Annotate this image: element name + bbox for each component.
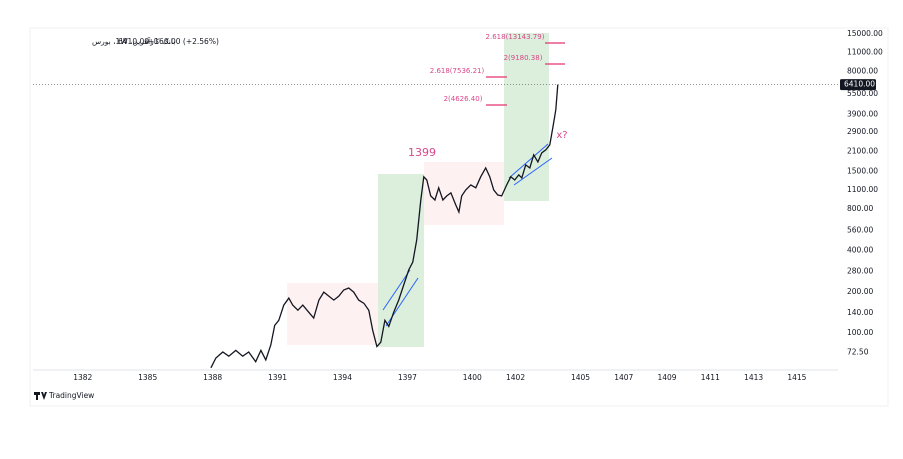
annotation: 2.618(13143.79): [486, 33, 545, 41]
fib-levels: [486, 42, 565, 106]
last-price-label: 6410.00: [844, 80, 875, 89]
x-tick-label: 1411: [701, 373, 720, 382]
annotation: 1399: [408, 146, 436, 159]
zone: [378, 174, 424, 347]
x-tick-label: 1407: [614, 373, 633, 382]
frame: [29, 27, 889, 407]
y-tick-label: 200.00: [847, 287, 873, 296]
zone: [504, 33, 549, 201]
y-tick-label: 100.00: [847, 328, 873, 337]
symbol: بانک کارآفرین، 1W، بورس: [92, 36, 175, 46]
y-tick-label: 280.00: [847, 267, 873, 276]
y-tick-label: 3900.00: [847, 109, 878, 118]
x-tick-label: 1382: [73, 373, 92, 382]
x-tick-label: 1415: [787, 373, 806, 382]
y-tick-label: 8000.00: [847, 66, 878, 75]
annotation: x?: [556, 130, 567, 141]
y-tick-label: 15000.00: [847, 29, 883, 38]
last-price: 6410.00: [118, 37, 149, 46]
annotation: 2(4626.40): [444, 95, 483, 103]
y-tick-label: 2100.00: [847, 146, 878, 155]
y-tick-label: 11000.00: [847, 47, 883, 56]
y-tick-label: 2900.00: [847, 127, 878, 136]
x-tick-label: 1413: [744, 373, 763, 382]
y-tick-label: 5500.00: [847, 89, 878, 98]
brand: TradingView: [48, 391, 94, 400]
y-tick-label: 800.00: [847, 204, 873, 213]
annotation: 2.618(7536.21): [430, 67, 485, 75]
y-tick-label: 560.00: [847, 225, 873, 234]
y-tick-label: 140.00: [847, 308, 873, 317]
x-tick-label: 1400: [463, 373, 482, 382]
y-tick-label: 72.50: [847, 347, 869, 356]
zone: [287, 283, 378, 345]
x-tick-label: 1405: [571, 373, 590, 382]
x-tick-label: 1409: [657, 373, 676, 382]
x-tick-label: 1394: [333, 373, 352, 382]
y-tick-label: 1500.00: [847, 166, 878, 175]
annotation: 2(9180.38): [504, 54, 543, 62]
y-tick-label: 1100.00: [847, 185, 878, 194]
x-tick-label: 1402: [506, 373, 525, 382]
last-price-box: [840, 79, 876, 91]
x-tick-label: 1397: [398, 373, 417, 382]
change: +160.00 (+2.56%): [148, 37, 219, 46]
x-tick-label: 1391: [268, 373, 287, 382]
x-tick-label: 1388: [203, 373, 222, 382]
x-tick-label: 1385: [138, 373, 157, 382]
logo: [34, 392, 47, 400]
price-line: [210, 84, 559, 369]
y-tick-label: 400.00: [847, 245, 873, 254]
